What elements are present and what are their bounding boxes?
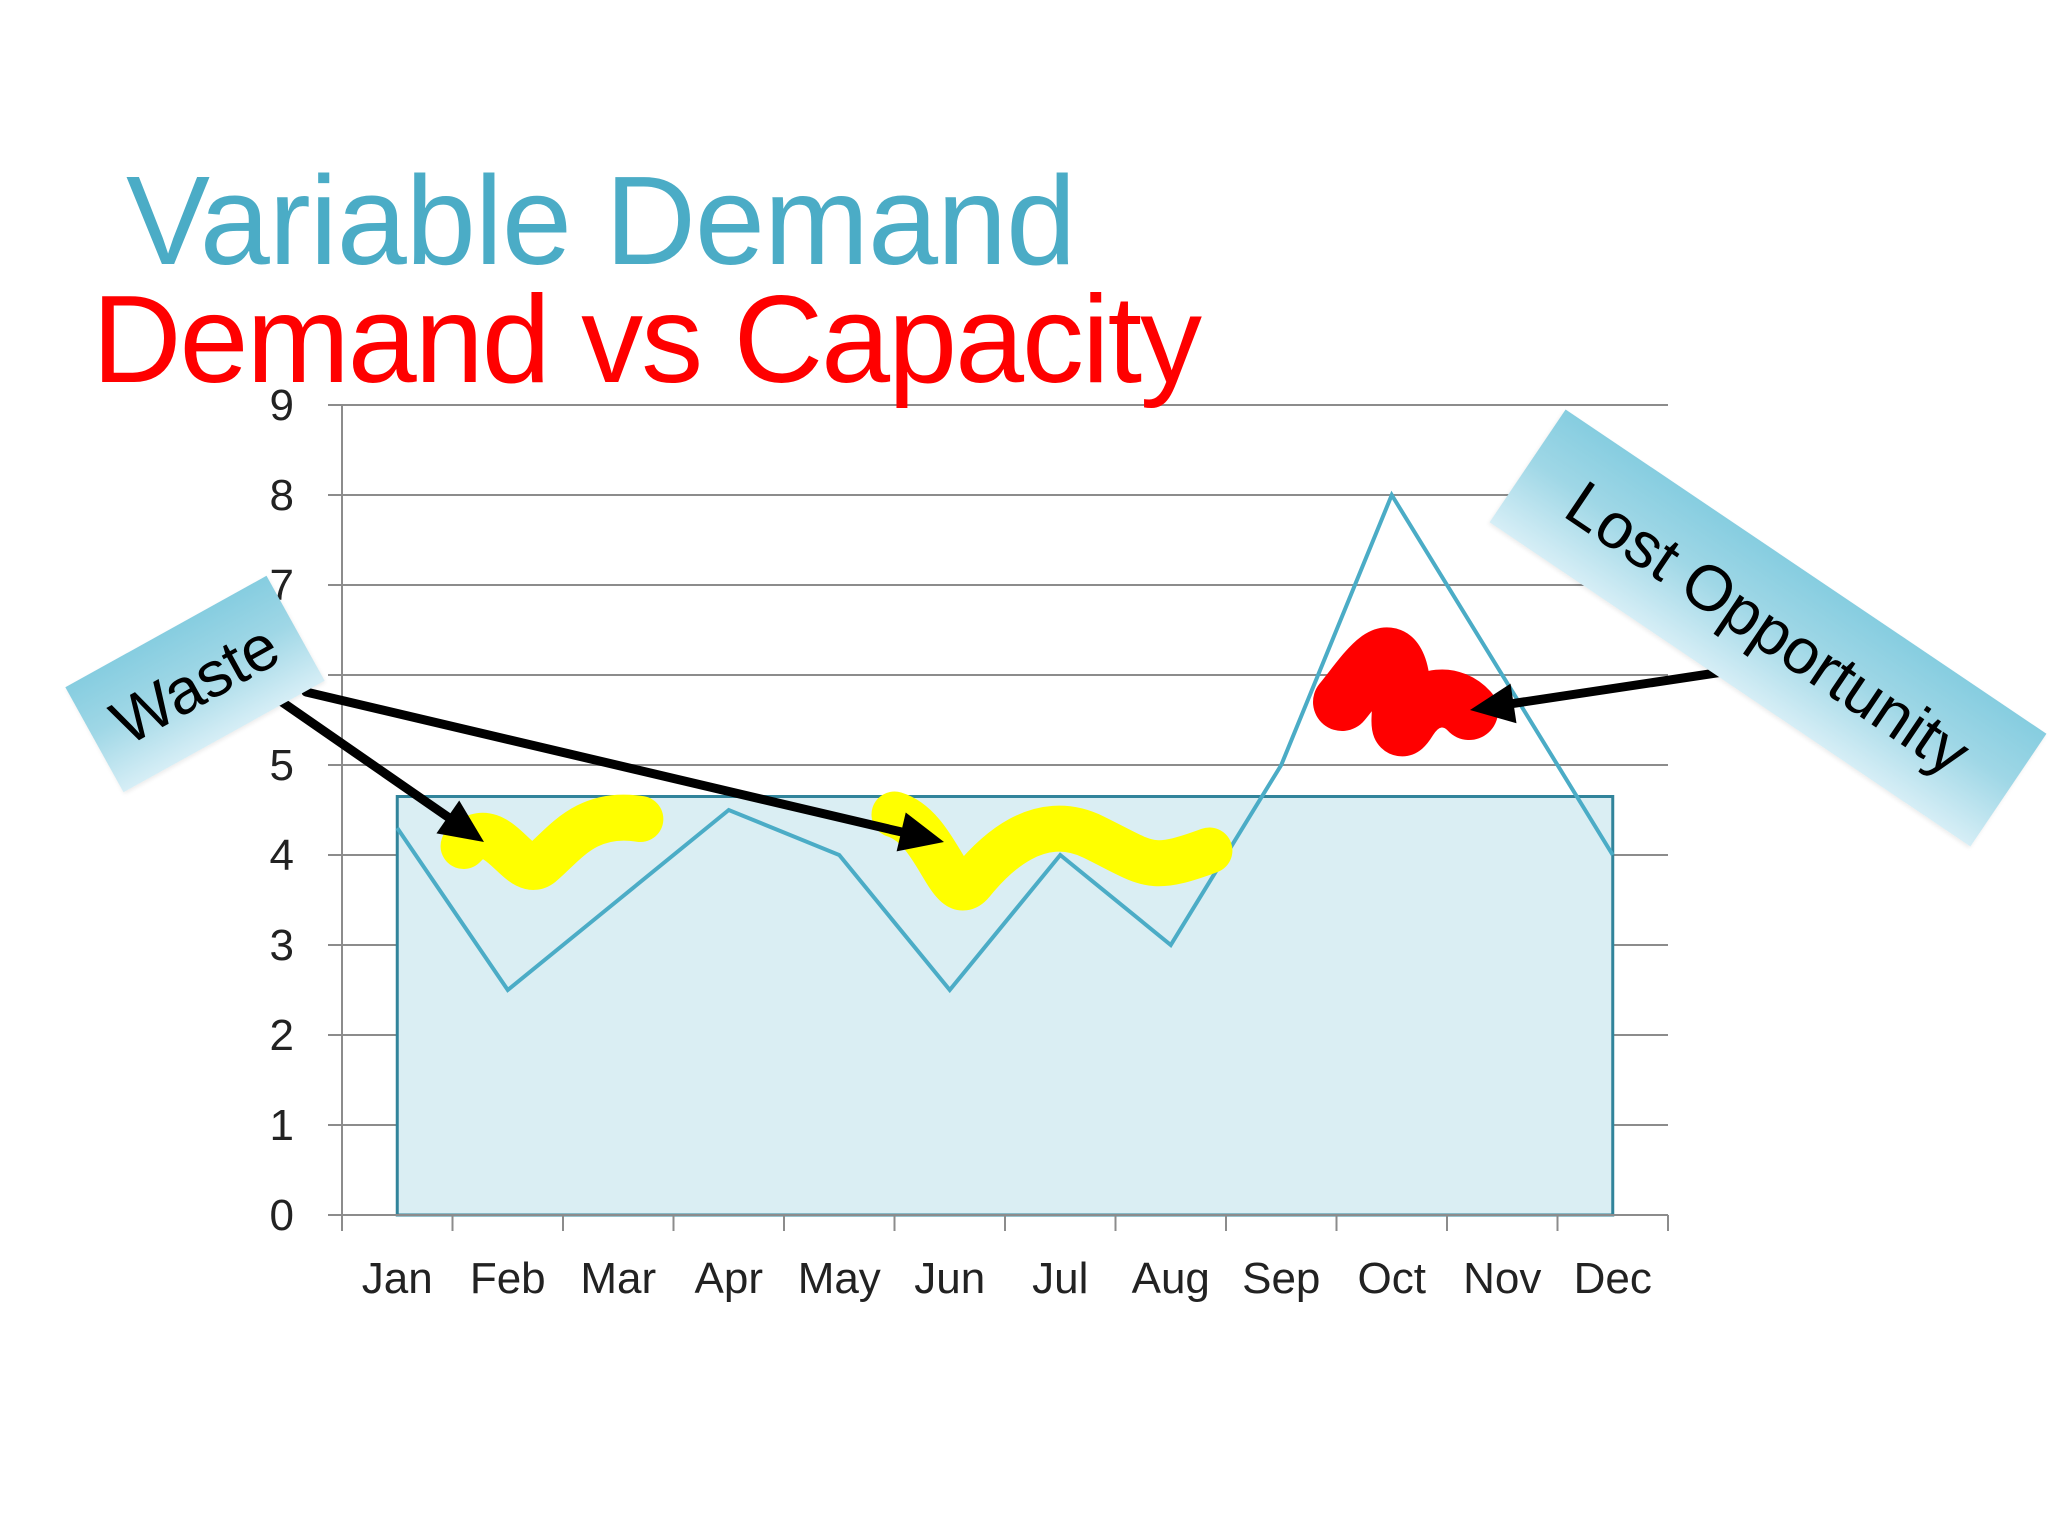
y-tick-label-5: 5: [270, 741, 294, 790]
x-tick-label-jun: Jun: [914, 1254, 985, 1303]
x-tick-label-may: May: [798, 1254, 881, 1303]
waste-arrow-2-head: [896, 812, 944, 852]
waste-highlight-2: [871, 791, 1233, 910]
x-tick-label-jan: Jan: [362, 1254, 433, 1303]
slide-title: Variable Demand: [126, 150, 1076, 291]
x-tick-label-apr: Apr: [695, 1254, 763, 1303]
y-tick-label-8: 8: [270, 471, 294, 520]
y-tick-label-3: 3: [270, 921, 294, 970]
arrows: [277, 665, 1741, 852]
highlights: [440, 627, 1499, 910]
lost-opportunity-arrow-shaft: [1509, 665, 1741, 708]
x-tick-label-nov: Nov: [1463, 1254, 1541, 1303]
y-tick-label-4: 4: [270, 831, 294, 880]
waste-arrow-1-shaft: [277, 697, 453, 822]
x-tick-label-jul: Jul: [1032, 1254, 1088, 1303]
waste-arrow-2-shaft: [301, 687, 906, 837]
x-tick-label-aug: Aug: [1132, 1254, 1210, 1303]
y-tick-label-2: 2: [270, 1011, 294, 1060]
waste-highlight-1: [440, 794, 664, 890]
x-tick-label-mar: Mar: [580, 1254, 656, 1303]
x-tick-label-sep: Sep: [1242, 1254, 1320, 1303]
x-tick-label-oct: Oct: [1358, 1254, 1426, 1303]
x-tick-label-dec: Dec: [1574, 1254, 1652, 1303]
series-line-0: [395, 490, 1615, 994]
lost-opportunity-arrow-head: [1470, 683, 1517, 724]
waste-arrow-1-head: [436, 800, 484, 842]
y-tick-label-0: 0: [270, 1191, 294, 1240]
x-tick-label-feb: Feb: [470, 1254, 546, 1303]
y-tick-label-1: 1: [270, 1101, 294, 1150]
demand-series: [395, 490, 1615, 994]
y-tick-label-9: 9: [270, 381, 294, 430]
lost-opportunity-highlight: [1313, 627, 1499, 757]
overlay-title: Demand vs Capacity: [92, 271, 1202, 409]
